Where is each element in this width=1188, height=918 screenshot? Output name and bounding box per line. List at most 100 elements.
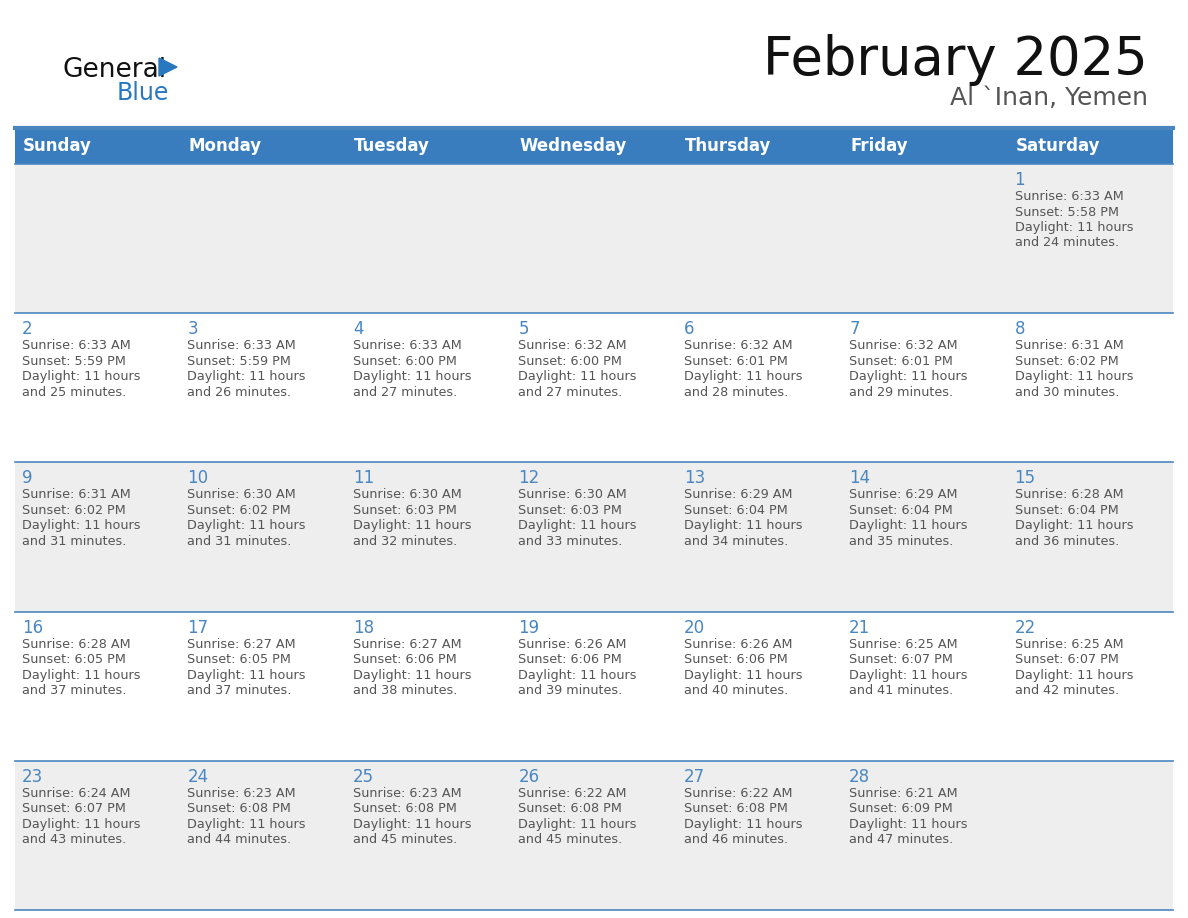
Text: Sunrise: 6:30 AM: Sunrise: 6:30 AM <box>188 488 296 501</box>
Text: Sunset: 6:07 PM: Sunset: 6:07 PM <box>1015 653 1118 666</box>
Text: Sunrise: 6:24 AM: Sunrise: 6:24 AM <box>23 787 131 800</box>
Text: Sunrise: 6:23 AM: Sunrise: 6:23 AM <box>353 787 461 800</box>
Text: 26: 26 <box>518 767 539 786</box>
Text: Daylight: 11 hours: Daylight: 11 hours <box>684 520 802 532</box>
Text: Sunrise: 6:33 AM: Sunrise: 6:33 AM <box>23 339 131 353</box>
Text: Sunset: 6:03 PM: Sunset: 6:03 PM <box>353 504 456 517</box>
Text: and 43 minutes.: and 43 minutes. <box>23 834 126 846</box>
Text: Sunrise: 6:32 AM: Sunrise: 6:32 AM <box>518 339 627 353</box>
Text: 13: 13 <box>684 469 704 487</box>
Text: and 29 minutes.: and 29 minutes. <box>849 386 953 398</box>
Text: 1: 1 <box>1015 171 1025 189</box>
Text: Sunset: 6:04 PM: Sunset: 6:04 PM <box>684 504 788 517</box>
Text: Sunrise: 6:22 AM: Sunrise: 6:22 AM <box>684 787 792 800</box>
Text: and 32 minutes.: and 32 minutes. <box>353 535 457 548</box>
Text: and 24 minutes.: and 24 minutes. <box>1015 237 1119 250</box>
Bar <box>15 128 181 164</box>
Text: Sunrise: 6:28 AM: Sunrise: 6:28 AM <box>23 638 131 651</box>
Text: Daylight: 11 hours: Daylight: 11 hours <box>518 520 637 532</box>
Text: 5: 5 <box>518 320 529 338</box>
Text: and 40 minutes.: and 40 minutes. <box>684 684 788 697</box>
Text: Sunrise: 6:25 AM: Sunrise: 6:25 AM <box>849 638 958 651</box>
Text: and 41 minutes.: and 41 minutes. <box>849 684 954 697</box>
Text: Sunset: 6:08 PM: Sunset: 6:08 PM <box>353 802 456 815</box>
Text: Sunset: 5:58 PM: Sunset: 5:58 PM <box>1015 206 1119 218</box>
Bar <box>15 313 1173 463</box>
Text: Daylight: 11 hours: Daylight: 11 hours <box>23 818 140 831</box>
Bar <box>181 128 346 164</box>
Text: Sunrise: 6:32 AM: Sunrise: 6:32 AM <box>684 339 792 353</box>
Text: Daylight: 11 hours: Daylight: 11 hours <box>353 818 472 831</box>
Text: Sunrise: 6:31 AM: Sunrise: 6:31 AM <box>1015 339 1124 353</box>
Text: and 37 minutes.: and 37 minutes. <box>23 684 126 697</box>
Text: Sunrise: 6:21 AM: Sunrise: 6:21 AM <box>849 787 958 800</box>
Text: 18: 18 <box>353 619 374 636</box>
Text: Daylight: 11 hours: Daylight: 11 hours <box>353 668 472 681</box>
Text: Sunset: 6:06 PM: Sunset: 6:06 PM <box>518 653 623 666</box>
Text: 22: 22 <box>1015 619 1036 636</box>
Text: and 28 minutes.: and 28 minutes. <box>684 386 788 398</box>
Text: Friday: Friday <box>851 137 908 155</box>
Text: 11: 11 <box>353 469 374 487</box>
Text: Daylight: 11 hours: Daylight: 11 hours <box>849 668 968 681</box>
Text: 10: 10 <box>188 469 209 487</box>
Text: and 27 minutes.: and 27 minutes. <box>353 386 457 398</box>
Text: and 30 minutes.: and 30 minutes. <box>1015 386 1119 398</box>
Text: Daylight: 11 hours: Daylight: 11 hours <box>188 520 307 532</box>
Text: Sunrise: 6:30 AM: Sunrise: 6:30 AM <box>518 488 627 501</box>
Text: and 35 minutes.: and 35 minutes. <box>849 535 954 548</box>
Text: Daylight: 11 hours: Daylight: 11 hours <box>1015 370 1133 383</box>
Text: Daylight: 11 hours: Daylight: 11 hours <box>23 668 140 681</box>
Text: General: General <box>62 57 166 83</box>
Text: and 36 minutes.: and 36 minutes. <box>1015 535 1119 548</box>
Text: Sunrise: 6:28 AM: Sunrise: 6:28 AM <box>1015 488 1123 501</box>
Text: Sunset: 6:05 PM: Sunset: 6:05 PM <box>188 653 291 666</box>
Text: 24: 24 <box>188 767 209 786</box>
Text: 16: 16 <box>23 619 43 636</box>
Text: Saturday: Saturday <box>1016 137 1100 155</box>
Text: Sunset: 6:04 PM: Sunset: 6:04 PM <box>1015 504 1118 517</box>
Text: and 44 minutes.: and 44 minutes. <box>188 834 291 846</box>
Text: Sunrise: 6:26 AM: Sunrise: 6:26 AM <box>684 638 792 651</box>
Text: 9: 9 <box>23 469 32 487</box>
Text: and 27 minutes.: and 27 minutes. <box>518 386 623 398</box>
Text: and 33 minutes.: and 33 minutes. <box>518 535 623 548</box>
Text: Thursday: Thursday <box>684 137 771 155</box>
Text: Daylight: 11 hours: Daylight: 11 hours <box>23 370 140 383</box>
Text: 27: 27 <box>684 767 704 786</box>
Text: Sunset: 6:08 PM: Sunset: 6:08 PM <box>518 802 623 815</box>
Bar <box>677 128 842 164</box>
Text: Sunrise: 6:25 AM: Sunrise: 6:25 AM <box>1015 638 1123 651</box>
Bar <box>1007 128 1173 164</box>
Bar <box>15 164 1173 313</box>
Text: Sunset: 6:01 PM: Sunset: 6:01 PM <box>684 354 788 368</box>
Text: and 31 minutes.: and 31 minutes. <box>23 535 126 548</box>
Bar <box>346 128 511 164</box>
Text: and 31 minutes.: and 31 minutes. <box>188 535 292 548</box>
Text: 4: 4 <box>353 320 364 338</box>
Text: Daylight: 11 hours: Daylight: 11 hours <box>684 668 802 681</box>
Text: Sunrise: 6:29 AM: Sunrise: 6:29 AM <box>684 488 792 501</box>
Bar <box>15 463 1173 611</box>
Text: Sunset: 6:02 PM: Sunset: 6:02 PM <box>1015 354 1118 368</box>
Text: and 47 minutes.: and 47 minutes. <box>849 834 954 846</box>
Text: 12: 12 <box>518 469 539 487</box>
Text: Daylight: 11 hours: Daylight: 11 hours <box>188 818 307 831</box>
Text: 17: 17 <box>188 619 209 636</box>
Text: 25: 25 <box>353 767 374 786</box>
Text: 7: 7 <box>849 320 860 338</box>
Text: 21: 21 <box>849 619 871 636</box>
Text: Daylight: 11 hours: Daylight: 11 hours <box>849 818 968 831</box>
Bar <box>15 611 1173 761</box>
Text: Sunset: 6:03 PM: Sunset: 6:03 PM <box>518 504 623 517</box>
Text: and 26 minutes.: and 26 minutes. <box>188 386 291 398</box>
Text: Sunset: 5:59 PM: Sunset: 5:59 PM <box>188 354 291 368</box>
Text: Sunrise: 6:27 AM: Sunrise: 6:27 AM <box>188 638 296 651</box>
Text: and 45 minutes.: and 45 minutes. <box>353 834 457 846</box>
Text: Daylight: 11 hours: Daylight: 11 hours <box>849 370 968 383</box>
Text: Sunset: 5:59 PM: Sunset: 5:59 PM <box>23 354 126 368</box>
Text: and 46 minutes.: and 46 minutes. <box>684 834 788 846</box>
Text: Sunset: 6:00 PM: Sunset: 6:00 PM <box>353 354 456 368</box>
Text: and 34 minutes.: and 34 minutes. <box>684 535 788 548</box>
Text: Sunrise: 6:29 AM: Sunrise: 6:29 AM <box>849 488 958 501</box>
